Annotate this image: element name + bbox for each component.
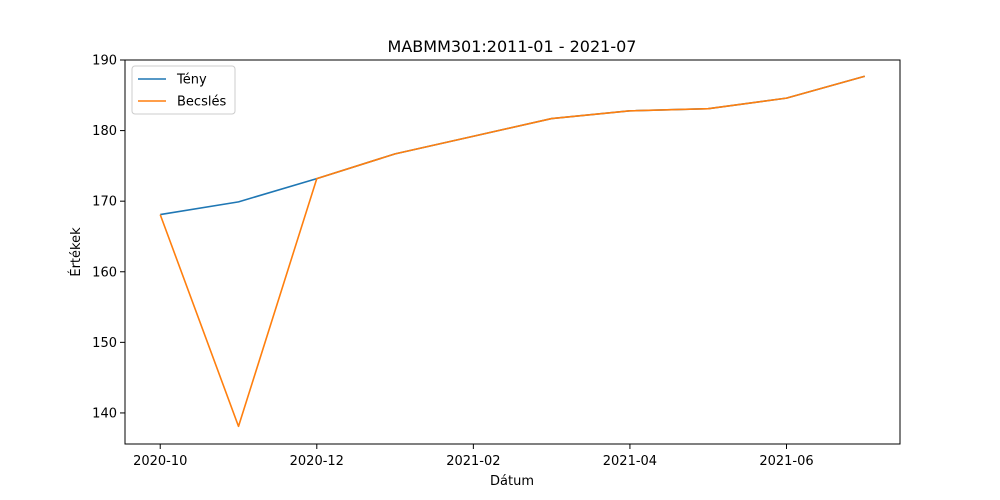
y-tick-label: 150	[92, 336, 117, 351]
legend-label: Tény	[176, 73, 207, 88]
y-tick-label: 170	[92, 195, 117, 210]
x-tick-label: 2021-02	[446, 454, 500, 469]
legend-box	[131, 65, 236, 115]
x-axis-label: Dátum	[490, 474, 534, 489]
x-axis: 2020-10 2020-12 2021-02 2021-04 2021-06	[133, 444, 814, 469]
chart-title: MABMM301:2011-01 - 2021-07	[388, 37, 637, 56]
y-tick-label: 160	[92, 265, 117, 280]
x-tick-label: 2021-06	[759, 454, 813, 469]
y-tick-label: 140	[92, 406, 117, 421]
x-tick-label: 2020-12	[290, 454, 344, 469]
x-tick-label: 2020-10	[133, 454, 187, 469]
y-axis: 140 150 160 170 180 190	[92, 54, 125, 421]
plot-frame	[124, 59, 901, 445]
series-line-becsles	[159, 75, 865, 428]
y-tick-label: 180	[92, 124, 117, 139]
y-axis-label: Értékek	[68, 227, 84, 277]
legend-label: Becslés	[177, 95, 226, 110]
legend: Tény Becslés	[131, 65, 236, 115]
series-layer	[159, 75, 865, 428]
y-tick-label: 190	[92, 54, 117, 69]
x-tick-label: 2021-04	[603, 454, 657, 469]
plot-area	[124, 59, 901, 445]
